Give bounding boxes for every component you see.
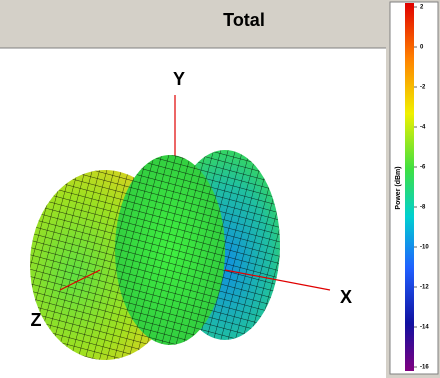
axis-label: Z: [31, 310, 42, 330]
axis-label: X: [340, 287, 352, 307]
tick-label: 2: [420, 5, 424, 11]
axis-label: Y: [173, 69, 185, 89]
panel-title: Total: [223, 10, 265, 30]
tick-label: -16: [420, 365, 429, 371]
z-axis-front: [59, 269, 101, 291]
tick-label: 0: [420, 45, 424, 51]
x-axis: [224, 269, 331, 291]
title-bar: [0, 0, 386, 48]
radiation-pattern: [30, 95, 331, 360]
tick-label: -8: [420, 205, 426, 211]
tick-label: -10: [420, 245, 429, 251]
tick-label: -12: [420, 285, 429, 291]
tick-label: -2: [420, 85, 426, 91]
colorbar: [405, 3, 414, 371]
tick-label: -14: [420, 325, 429, 331]
tick-label: -6: [420, 165, 426, 171]
mesh: [115, 155, 225, 345]
tick-label: -4: [420, 125, 426, 131]
colorbar-label: Power (dBm): [395, 166, 402, 209]
colorbar-ticks: 2 0 -2 -4 -6 -8 -10 -12 -14 -16: [414, 5, 429, 371]
